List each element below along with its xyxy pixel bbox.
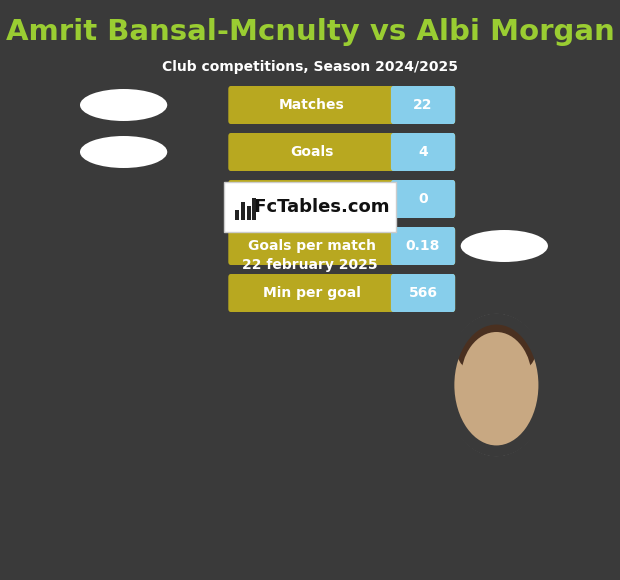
Text: 22 february 2025: 22 february 2025 bbox=[242, 258, 378, 272]
Ellipse shape bbox=[461, 230, 548, 262]
Text: 0: 0 bbox=[418, 192, 428, 206]
Bar bbox=[252, 198, 256, 220]
Text: Club competitions, Season 2024/2025: Club competitions, Season 2024/2025 bbox=[162, 60, 458, 74]
Text: Goals per match: Goals per match bbox=[248, 239, 376, 253]
FancyBboxPatch shape bbox=[391, 133, 455, 171]
Text: Amrit Bansal-Mcnulty vs Albi Morgan: Amrit Bansal-Mcnulty vs Albi Morgan bbox=[6, 18, 614, 46]
Bar bbox=[241, 202, 245, 220]
FancyBboxPatch shape bbox=[391, 180, 455, 218]
Bar bbox=[236, 210, 239, 220]
Ellipse shape bbox=[456, 319, 537, 379]
Text: 4: 4 bbox=[418, 145, 428, 159]
FancyBboxPatch shape bbox=[224, 182, 396, 232]
FancyBboxPatch shape bbox=[228, 86, 455, 124]
Text: 566: 566 bbox=[409, 286, 438, 300]
FancyBboxPatch shape bbox=[391, 274, 455, 312]
FancyBboxPatch shape bbox=[228, 133, 455, 171]
Text: Hattricks: Hattricks bbox=[277, 192, 348, 206]
Text: FcTables.com: FcTables.com bbox=[248, 198, 389, 216]
Text: 22: 22 bbox=[414, 98, 433, 112]
Ellipse shape bbox=[80, 136, 167, 168]
Bar bbox=[247, 206, 250, 220]
FancyBboxPatch shape bbox=[228, 227, 455, 265]
Text: Matches: Matches bbox=[279, 98, 345, 112]
Ellipse shape bbox=[449, 319, 544, 451]
FancyBboxPatch shape bbox=[228, 274, 455, 312]
Text: Min per goal: Min per goal bbox=[263, 286, 361, 300]
FancyBboxPatch shape bbox=[391, 227, 455, 265]
Text: 0.18: 0.18 bbox=[406, 239, 440, 253]
Ellipse shape bbox=[80, 89, 167, 121]
FancyBboxPatch shape bbox=[391, 86, 455, 124]
Ellipse shape bbox=[461, 332, 532, 428]
FancyBboxPatch shape bbox=[228, 180, 455, 218]
Text: Goals: Goals bbox=[290, 145, 334, 159]
